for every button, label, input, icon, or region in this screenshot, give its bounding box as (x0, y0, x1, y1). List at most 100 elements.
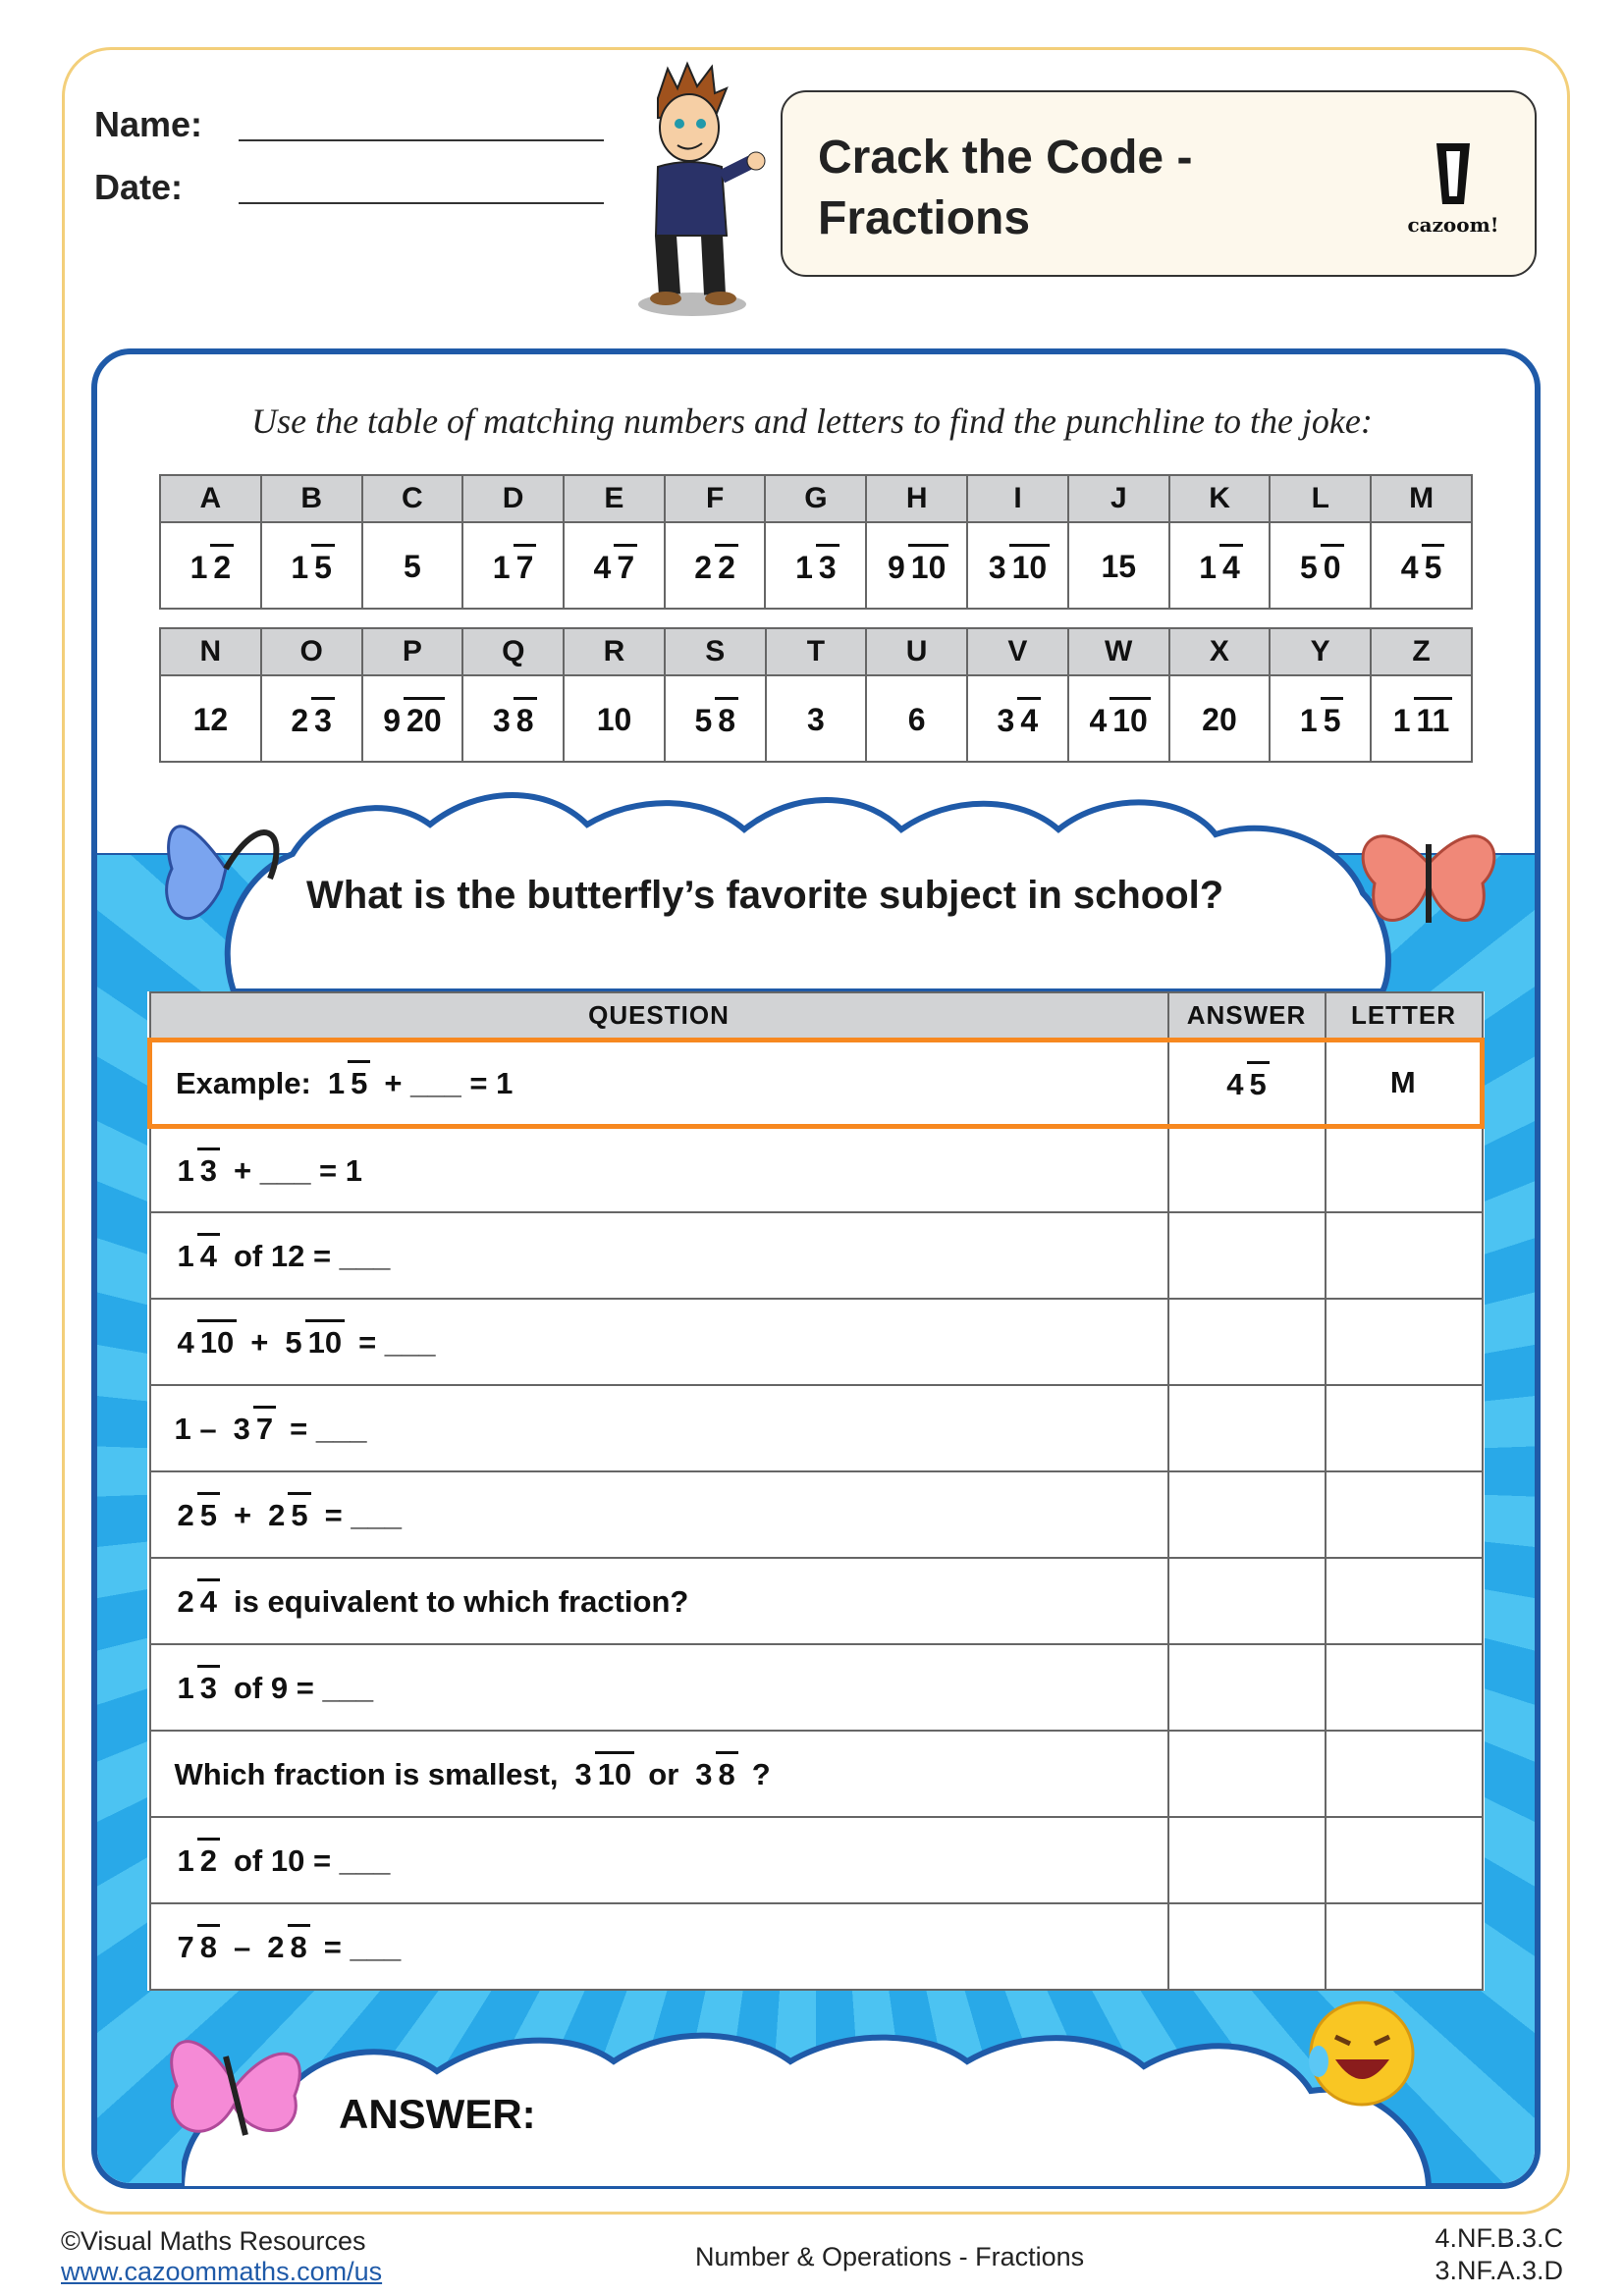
answer-cell[interactable] (1166, 1211, 1326, 1300)
letter-cell[interactable] (1324, 1902, 1484, 1991)
denominator: 10 (196, 1319, 238, 1361)
numerator: 5 (1299, 550, 1318, 586)
numerator: 1 (1299, 703, 1318, 739)
code-value: 5 (360, 521, 464, 610)
answer-cell[interactable] (1166, 1557, 1326, 1645)
letter-cell[interactable] (1324, 1211, 1484, 1300)
question-text: + ___ = 1 (234, 1152, 363, 1188)
question-cell: 4 10 +5 10 = ___ (148, 1298, 1169, 1386)
number-value: 20 (1202, 701, 1237, 737)
answer-cell[interactable] (1166, 1298, 1326, 1386)
letter-cell[interactable] (1324, 1643, 1484, 1732)
letter-cell[interactable] (1324, 1557, 1484, 1645)
denominator: 3 (196, 1148, 220, 1189)
numerator: 3 (997, 703, 1015, 739)
denominator: 8 (196, 1924, 220, 1965)
denominator: 0 (1320, 544, 1344, 586)
standard-1: 4.NF.B.3.C (1435, 2223, 1563, 2253)
code-letter: I (966, 474, 1069, 523)
question-text: or (648, 1756, 679, 1791)
letter-cell[interactable] (1324, 1730, 1484, 1818)
question-text: = ___ (324, 1497, 403, 1532)
fraction: 4 10 (175, 1319, 238, 1361)
logo-icon (1436, 143, 1470, 204)
letter-cell[interactable] (1324, 1298, 1484, 1386)
denominator: 8 (715, 697, 739, 739)
answer-cell[interactable] (1166, 1902, 1326, 1991)
code-letter: X (1167, 627, 1272, 676)
numerator: 5 (694, 703, 713, 739)
answer-cell[interactable] (1166, 1470, 1326, 1559)
fraction: 5 10 (282, 1319, 346, 1361)
question-text: = ___ (323, 1929, 402, 1964)
answer-cell[interactable] (1166, 1643, 1326, 1732)
code-letter: Z (1370, 627, 1473, 676)
denominator: 4 (196, 1233, 220, 1274)
code-letter: W (1066, 627, 1170, 676)
website-link[interactable]: www.cazoommaths.com/us (61, 2257, 383, 2286)
code-letter: M (1370, 474, 1473, 523)
answer-cell[interactable] (1166, 1730, 1326, 1818)
example-letter: M (1324, 1037, 1485, 1129)
denominator: 5 (1421, 544, 1445, 586)
answer-cell[interactable] (1166, 1384, 1326, 1472)
answer-cell[interactable] (1166, 1125, 1326, 1213)
question-row: 1 2 of 10 = ___ (148, 1816, 1484, 1904)
date-field[interactable] (239, 202, 604, 204)
answer-cell[interactable] (1166, 1816, 1326, 1904)
numerator: 2 (268, 1498, 286, 1533)
denominator: 10 (1110, 697, 1151, 739)
letter-cell[interactable] (1324, 1470, 1484, 1559)
numerator: 4 (1400, 550, 1419, 586)
question-cell: 1 2 of 10 = ___ (148, 1816, 1169, 1904)
code-letter: U (865, 627, 968, 676)
answer-field[interactable] (461, 2101, 1443, 2150)
red-butterfly-icon (1361, 834, 1496, 923)
letter-cell[interactable] (1324, 1125, 1484, 1213)
number-value: 15 (1101, 548, 1137, 584)
denominator: 2 (715, 544, 738, 586)
letter-cell[interactable] (1324, 1384, 1484, 1472)
denominator: 3 (815, 544, 839, 586)
question-text: + (250, 1324, 269, 1360)
denominator: 8 (287, 1924, 310, 1965)
name-label: Name: (94, 104, 203, 144)
numerator: 1 (1199, 550, 1218, 586)
denominator: 8 (513, 697, 537, 739)
denominator: 2 (210, 544, 235, 586)
code-value: 1 11 (1370, 674, 1473, 763)
code-letter: S (663, 627, 767, 676)
numerator: 3 (574, 1757, 592, 1792)
numerator: 4 (1089, 703, 1108, 739)
page-border (62, 47, 1570, 2215)
letter-cell[interactable] (1324, 1816, 1484, 1904)
number-value: 3 (807, 701, 825, 737)
number-value: 6 (907, 701, 926, 737)
code-letter: J (1066, 474, 1170, 523)
denominator: 3 (311, 697, 335, 739)
joke-question: What is the butterfly’s favorite subject… (306, 874, 1224, 917)
numerator: 3 (695, 1757, 713, 1792)
numerator: 2 (177, 1498, 194, 1533)
question-text: 1 – (174, 1411, 217, 1446)
fraction: 3 10 (572, 1751, 635, 1792)
header-answer: ANSWER (1166, 991, 1326, 1041)
question-table: QUESTION ANSWER LETTER Example: 1 5 + ___ =… (147, 991, 1485, 1991)
numerator: 4 (177, 1325, 194, 1361)
code-value: 9 10 (865, 521, 969, 610)
name-field[interactable] (239, 139, 604, 141)
code-letter: C (360, 474, 464, 523)
numerator: 1 (291, 550, 309, 586)
